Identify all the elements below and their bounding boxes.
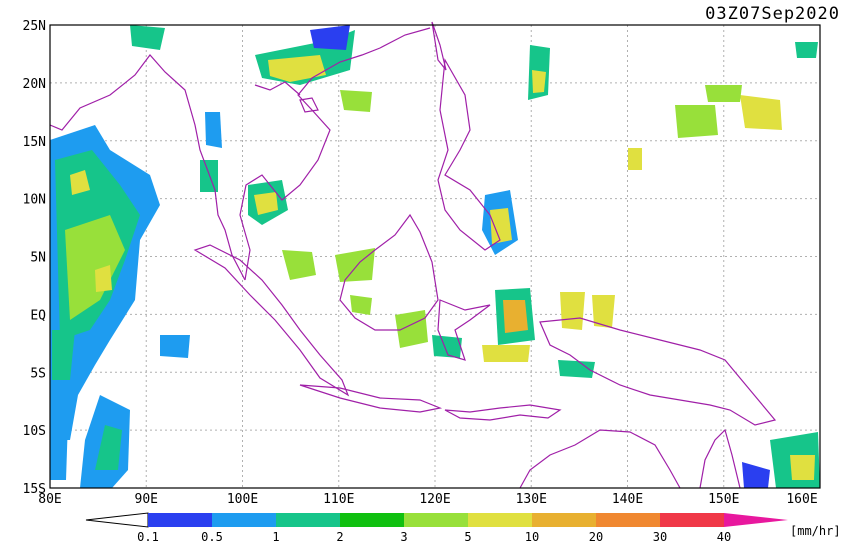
colorbar-segment <box>532 513 596 527</box>
lon-label: 140E <box>612 492 643 507</box>
colorbar-tick-label: 1 <box>272 530 279 544</box>
colorbar-tick-label: 0.1 <box>137 530 159 544</box>
precip-bay-of-bengal-west <box>50 125 160 488</box>
lat-label: 5S <box>30 366 46 381</box>
coast-south-asia <box>49 54 246 281</box>
lat-label: 15N <box>23 135 46 150</box>
coast-cape-york <box>699 428 741 489</box>
colorbar-segment <box>468 513 532 527</box>
plot-frame <box>49 24 821 489</box>
colorbar-tick-label: 20 <box>589 530 603 544</box>
lon-label: 130E <box>516 492 547 507</box>
coast-china-south <box>254 81 301 96</box>
precip-western-pacific <box>628 42 818 170</box>
colorbar-segment <box>212 513 276 527</box>
colorbar: 0.1 0.5 1 2 3 5 10 20 30 40 <box>85 512 788 544</box>
precip-south-china-coast <box>130 25 355 85</box>
coast-taiwan <box>431 21 447 71</box>
colorbar-segment <box>276 513 340 527</box>
precipitation-layer <box>50 25 820 488</box>
colorbar-tick-label: 5 <box>464 530 471 544</box>
coast-philippines <box>437 58 501 251</box>
colorbar-segment <box>596 513 660 527</box>
precip-gulf-of-thailand <box>248 90 375 282</box>
lon-label: 100E <box>227 492 258 507</box>
map-title: 03Z07Sep2020 <box>705 4 840 24</box>
longitude-labels: 80E 90E 100E 110E 120E 130E 140E 150E 160E <box>38 492 817 507</box>
lat-label: 20N <box>23 77 46 92</box>
colorbar-segment <box>340 513 404 527</box>
coast-australia <box>519 429 681 489</box>
lon-label: 80E <box>38 492 61 507</box>
coast-java <box>299 384 443 413</box>
colorbar-tick-label: 0.5 <box>201 530 223 544</box>
lon-label: 90E <box>135 492 158 507</box>
lat-label: 10S <box>23 424 46 439</box>
lat-label: EQ <box>30 308 46 323</box>
lat-label: 5N <box>30 251 46 266</box>
colorbar-under-arrow <box>85 512 149 528</box>
lon-label: 110E <box>323 492 354 507</box>
coast-new-guinea <box>539 317 777 426</box>
map-gridlines <box>50 25 820 488</box>
coast-indochina <box>239 27 431 281</box>
colorbar-tick-label: 3 <box>400 530 407 544</box>
precip-philippines <box>482 45 550 255</box>
colorbar-tick-label: 30 <box>653 530 667 544</box>
lon-label: 160E <box>786 492 817 507</box>
lat-label: 10N <box>23 193 46 208</box>
lon-label: 150E <box>708 492 739 507</box>
lat-label: 25N <box>23 19 46 34</box>
coast-sulawesi <box>437 299 491 361</box>
colorbar-segment <box>404 513 468 527</box>
precip-maluku <box>482 288 615 378</box>
coastlines <box>49 21 777 489</box>
precip-coral-sea <box>742 432 820 488</box>
coast-borneo <box>339 213 439 331</box>
colorbar-tick-label: 10 <box>525 530 539 544</box>
lon-label: 120E <box>419 492 450 507</box>
latitude-labels: 25N 20N 15N 10N 5N EQ 5S 10S 15S <box>23 19 47 497</box>
precip-sulawesi <box>350 295 462 358</box>
lat-label: 15S <box>23 482 46 497</box>
precip-andaman-sea <box>160 112 222 358</box>
colorbar-units: [mm/hr] <box>790 524 841 538</box>
coast-hainan <box>299 97 319 113</box>
coast-lesser-sunda <box>444 404 562 421</box>
colorbar-segment <box>148 513 212 527</box>
colorbar-tick-label: 2 <box>336 530 343 544</box>
colorbar-over-arrow <box>724 513 788 527</box>
colorbar-segment <box>660 513 724 527</box>
coast-sumatra <box>193 244 350 397</box>
colorbar-tick-label: 40 <box>717 530 731 544</box>
